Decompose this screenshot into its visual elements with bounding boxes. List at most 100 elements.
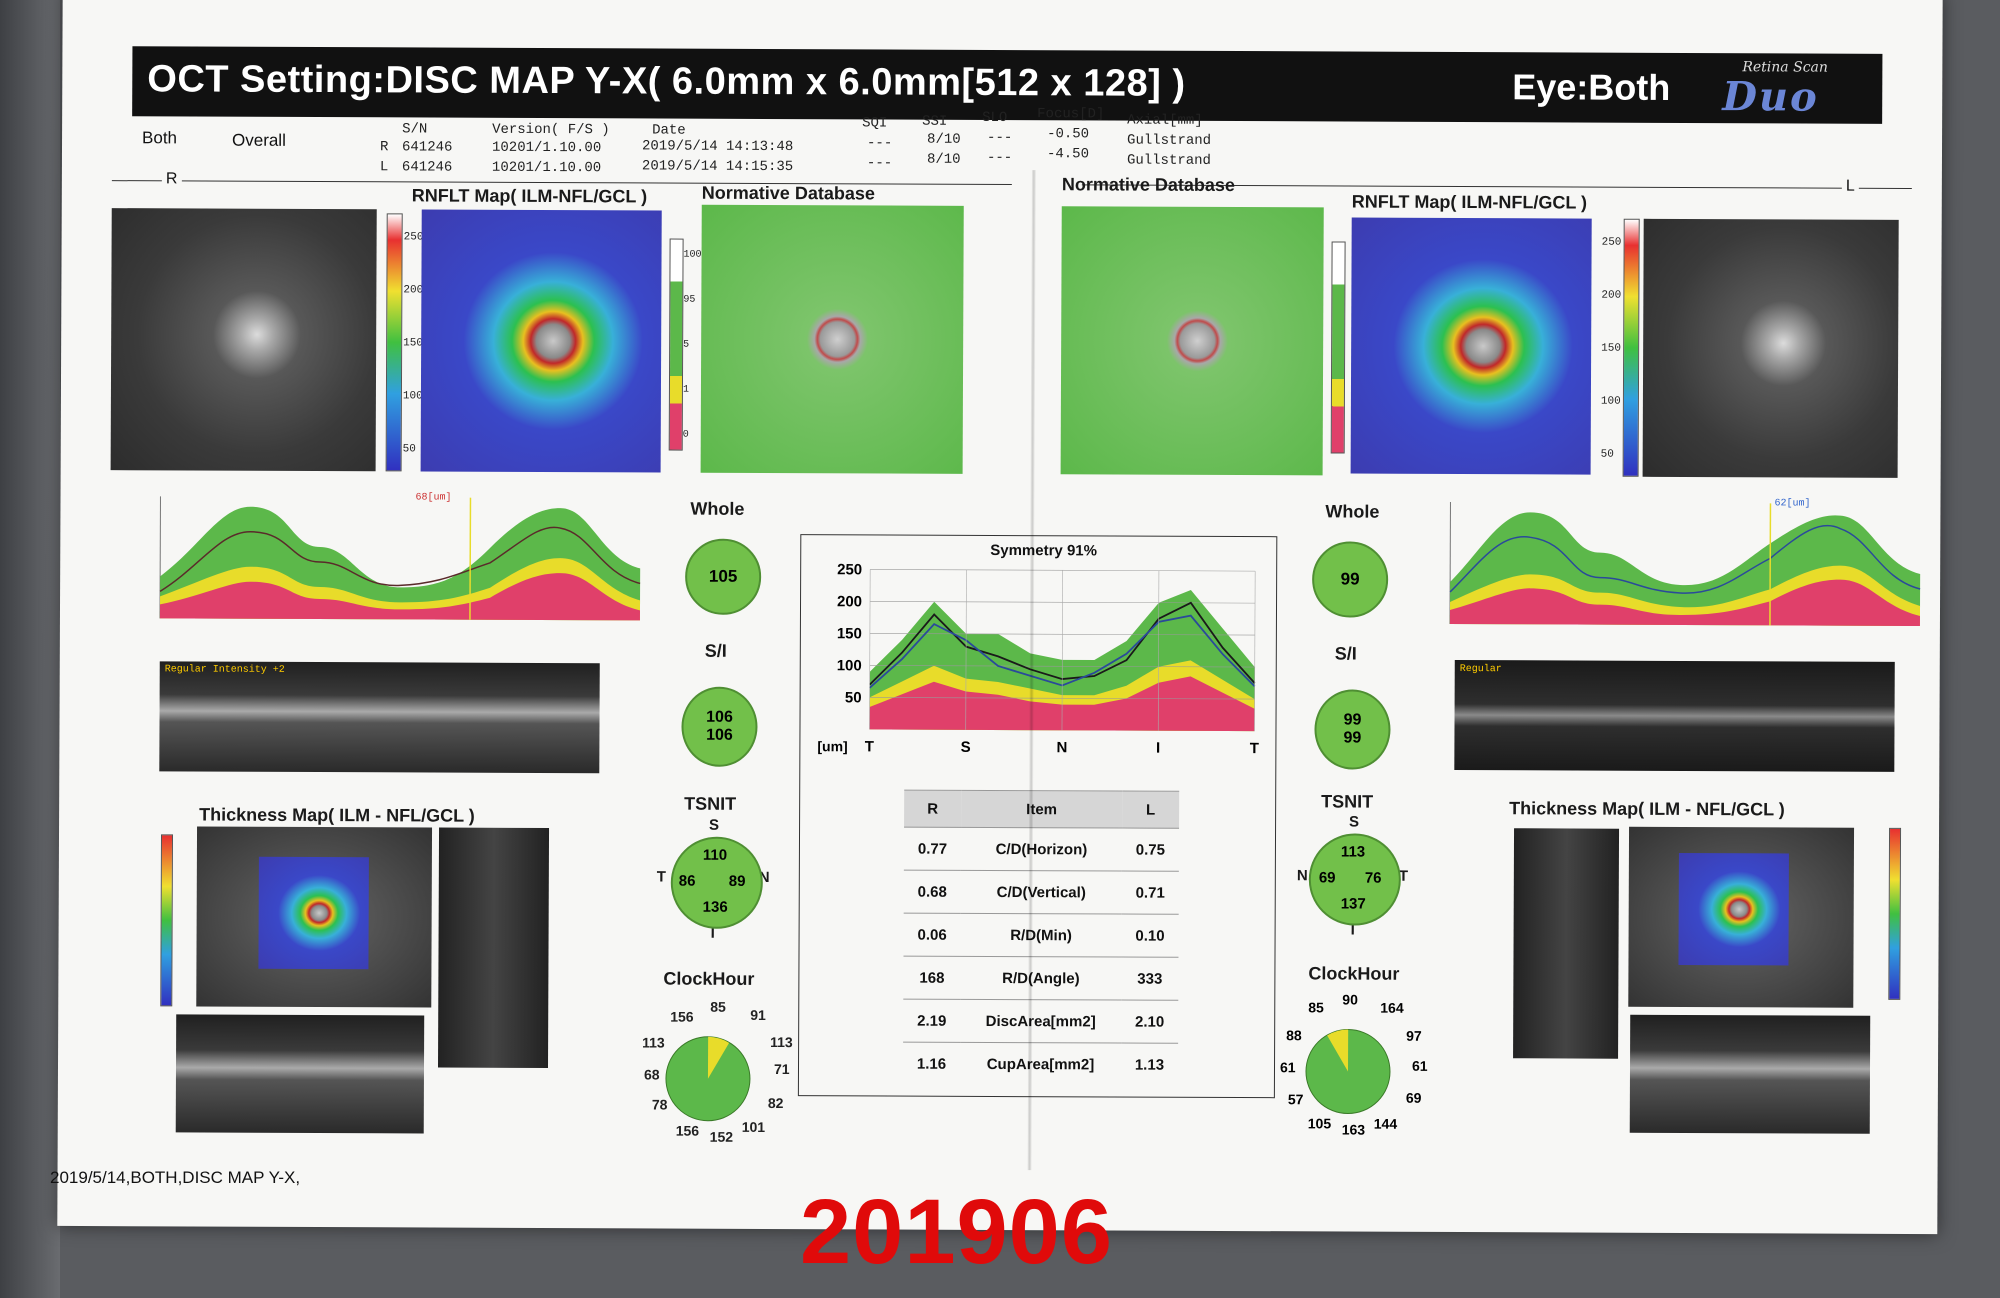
symmetry-ytick: 150 <box>837 625 862 642</box>
left-profile-marker <box>1769 503 1772 626</box>
col-sqi: SQI <box>862 115 888 132</box>
right-profile-line <box>159 526 641 592</box>
row-l-focus: -4.50 <box>1046 146 1090 163</box>
right-normative-scale <box>668 238 684 451</box>
right-tsnit-n-value: 89 <box>728 872 746 890</box>
side-r-label: R <box>161 170 182 189</box>
symmetry-ytick: 100 <box>837 657 862 674</box>
metrics-table: R Item L 0.77 C/D(Horizon) 0.75 0.68 C/D(Ve… <box>902 790 1180 1086</box>
symmetry-xtick: N <box>1056 739 1067 756</box>
left-thickness-scale <box>1888 827 1902 1000</box>
brand-logo: Retina Scan Duo <box>1702 57 1872 121</box>
info-both: Both <box>142 128 178 148</box>
right-tsnit-i-value: 136 <box>702 898 728 916</box>
right-fundus-image <box>110 208 377 472</box>
col-date: Date <box>652 122 686 139</box>
table-row: 1.16 CupArea[mm2] 1.13 <box>902 1042 1179 1086</box>
metrics-header-l: L <box>1121 791 1180 829</box>
table-row: 2.19 DiscArea[mm2] 2.10 <box>903 999 1179 1044</box>
left-thickness-map <box>1678 852 1789 966</box>
right-clock-label: ClockHour <box>663 968 755 989</box>
row-l-sqi: --- <box>866 155 893 172</box>
left-tsnit-circle: 113 69 76 137 <box>1308 833 1402 926</box>
report-title: OCT Setting:DISC MAP Y-X( 6.0mm x 6.0mm[… <box>147 58 1186 105</box>
col-sn: S/N <box>402 121 428 138</box>
row-l-ssi: 8/10 <box>926 151 961 168</box>
left-tsnit-t-value: 76 <box>1364 869 1382 887</box>
right-normative-title: Normative Database <box>701 182 875 204</box>
right-profile-red <box>159 573 640 621</box>
table-row: 0.77 C/D(Horizon) 0.75 <box>903 827 1180 872</box>
report-sheet: OCT Setting:DISC MAP Y-X( 6.0mm x 6.0mm[… <box>57 0 1943 1235</box>
right-tsnit-s: S <box>709 816 720 834</box>
row-r-eye: R <box>379 139 389 156</box>
symmetry-vgridline <box>1061 570 1063 731</box>
row-l-date: 2019/5/14 14:15:35 <box>641 158 794 176</box>
right-thickness-scale <box>160 834 174 1007</box>
left-si-s: 99 <box>1343 711 1362 729</box>
right-oct-bscan <box>159 661 600 774</box>
row-r-sn: 641246 <box>401 139 453 156</box>
stamp-number: 201906 <box>800 1181 1113 1283</box>
left-oct-bscan <box>1454 659 1895 772</box>
right-clock-yellow-sector <box>707 1036 730 1079</box>
table-row: 0.68 C/D(Vertical) 0.71 <box>903 870 1179 915</box>
row-r-version: 10201/1.10.00 <box>491 139 602 157</box>
symmetry-vgridline <box>1157 570 1160 731</box>
right-profile-marker-label: 68[um] <box>415 492 452 504</box>
row-l-slo: --- <box>986 149 1013 167</box>
left-profile-marker-label: 62[um] <box>1774 498 1811 510</box>
symmetry-ytick: 250 <box>837 561 862 578</box>
symmetry-ylabel: [um] <box>817 738 847 754</box>
right-thickness-map <box>258 856 369 970</box>
col-slo: SLO <box>982 109 1008 127</box>
brand-name: Duo <box>1722 73 1819 121</box>
symmetry-ytick: 200 <box>837 593 862 610</box>
symmetry-ytick: 50 <box>845 689 862 706</box>
right-thickness-vertical-scan <box>437 827 550 1069</box>
right-tsnit-circle: 110 86 89 136 <box>670 836 764 929</box>
right-si-circle: 106 106 <box>681 686 758 767</box>
col-focus: Focus[D] <box>1037 106 1105 123</box>
right-normative-scale-labels: 100 95 5 1 0 <box>682 249 702 441</box>
left-oct-label: Regular <box>1459 664 1502 676</box>
right-thickness-title: Thickness Map( ILM - NFL/GCL ) <box>199 804 475 826</box>
right-tsnit-s-value: 110 <box>702 846 728 864</box>
metrics-header-r: R <box>904 790 962 828</box>
left-normative-title: Normative Database <box>1061 174 1235 196</box>
symmetry-xtick: T <box>1250 740 1259 757</box>
side-l-label: L <box>1841 177 1859 196</box>
left-profile-red <box>1449 579 1920 627</box>
left-normative-map <box>1060 206 1324 476</box>
symmetry-xtick: I <box>1156 740 1160 757</box>
row-r-ssi: 8/10 <box>927 131 961 148</box>
left-thickness-vertical-scan <box>1513 828 1620 1059</box>
right-oct-label: Regular Intensity +2 <box>164 664 285 676</box>
col-axial: Axial[mm] <box>1127 112 1203 129</box>
eye-label: Eye:Both <box>1512 66 1671 108</box>
left-rnflt-title: RNFLT Map( ILM-NFL/GCL ) <box>1351 191 1588 213</box>
left-whole-label: Whole <box>1325 501 1380 522</box>
metrics-header-item: Item <box>961 790 1123 829</box>
right-tsnit-t: T <box>656 868 667 886</box>
right-divider <box>111 180 1012 186</box>
right-normative-map <box>700 204 964 474</box>
row-r-slo: --- <box>987 129 1013 147</box>
right-whole-circle: 105 <box>684 538 762 615</box>
right-clock-chart <box>665 1036 751 1122</box>
row-l-sn: 641246 <box>401 159 453 176</box>
symmetry-xtick: T <box>865 738 874 755</box>
left-fundus-image <box>1642 218 1899 478</box>
right-si-s: 106 <box>706 708 733 726</box>
background-edge <box>0 0 60 1298</box>
right-profile-chart <box>159 496 641 621</box>
row-r-focus: -0.50 <box>1047 126 1090 143</box>
right-whole-value: 105 <box>708 566 738 586</box>
right-si-label: S/I <box>704 640 727 661</box>
left-whole-circle: 99 <box>1311 541 1389 618</box>
metrics-header-row: R Item L <box>904 790 1180 829</box>
left-si-label: S/I <box>1334 643 1357 664</box>
left-tsnit-n-value: 69 <box>1318 869 1336 887</box>
right-whole-label: Whole <box>690 498 745 519</box>
table-row: 168 R/D(Angle) 333 <box>903 956 1179 1001</box>
